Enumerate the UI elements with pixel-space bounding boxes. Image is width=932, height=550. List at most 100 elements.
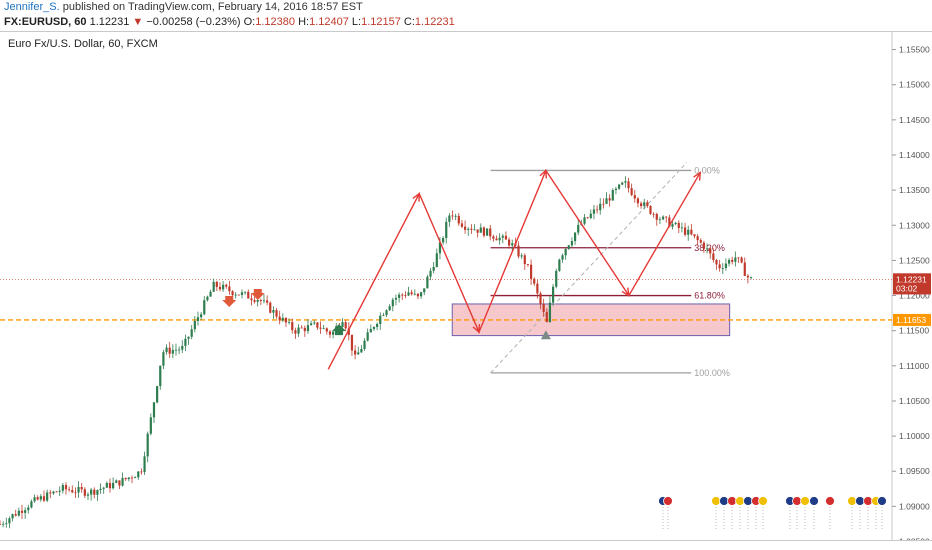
candle-body <box>294 330 297 334</box>
candle-body <box>152 402 156 418</box>
candle-body <box>438 242 442 254</box>
event-flag-icon <box>877 496 887 506</box>
candle-body <box>369 328 372 333</box>
y-tick-label: 1.12500 <box>899 255 930 265</box>
candle-body <box>382 315 385 316</box>
candle-body <box>680 227 684 229</box>
y-tick-label: 1.13500 <box>899 185 930 195</box>
candle-body <box>288 322 291 323</box>
candle-body <box>55 491 58 493</box>
candle-body <box>228 286 231 292</box>
candle-body <box>354 350 357 355</box>
candle-body <box>39 496 42 500</box>
candle-body <box>482 227 486 236</box>
candle-body <box>690 229 693 235</box>
candle-body <box>83 489 86 496</box>
candle-body <box>413 293 416 295</box>
candle-body <box>275 310 278 317</box>
candle-body <box>5 523 8 525</box>
fib-level-label: 100.00% <box>694 368 730 378</box>
candle-body <box>90 489 93 495</box>
candle-body <box>617 184 621 189</box>
candle-body <box>504 235 508 240</box>
candle-body <box>740 257 743 263</box>
candle-body <box>237 294 240 296</box>
candle-body <box>174 349 178 351</box>
candle-body <box>460 223 464 227</box>
candle-body <box>627 181 630 189</box>
harmonic-pattern-lines <box>327 168 701 370</box>
candle-body <box>545 312 548 323</box>
candle-body <box>184 338 187 346</box>
candle-body <box>156 386 159 403</box>
candle-body <box>187 336 190 339</box>
y-tick-label: 1.13000 <box>899 220 930 230</box>
candle-body <box>234 294 237 296</box>
candle-body <box>639 203 643 207</box>
candle-body <box>655 214 658 220</box>
candle-body <box>533 278 536 284</box>
candle-body <box>746 275 750 278</box>
candle-body <box>614 188 618 190</box>
candle-body <box>215 281 218 287</box>
candle-body <box>401 294 404 296</box>
candle-body <box>171 349 174 354</box>
candle-body <box>344 322 347 329</box>
candle-body <box>105 483 108 488</box>
candle-body <box>605 198 608 204</box>
candle-body <box>310 323 313 326</box>
bar-countdown-label: 03:02 <box>896 283 918 293</box>
candle-body <box>99 488 102 491</box>
candle-body <box>526 264 530 265</box>
candle-body <box>624 181 627 183</box>
candle-body <box>473 229 476 231</box>
support-price-label-bg <box>893 313 931 326</box>
candle-body <box>410 292 413 295</box>
candle-body <box>567 245 570 249</box>
y-tick-label: 1.11500 <box>899 326 929 336</box>
candle-body <box>658 219 662 221</box>
candle-body <box>118 480 121 486</box>
candle-body <box>0 523 2 525</box>
candle-body <box>325 328 328 332</box>
pattern-arrowhead <box>539 168 548 179</box>
candle-body <box>583 217 586 224</box>
candle-body <box>303 327 306 332</box>
candle-body <box>636 198 640 204</box>
candle-body <box>313 322 316 324</box>
event-flag-icon <box>825 496 835 506</box>
economic-events <box>658 496 887 529</box>
candle-body <box>36 497 39 500</box>
candle-body <box>17 510 20 516</box>
candle-body <box>86 494 90 496</box>
candle-body <box>127 477 130 480</box>
candle-body <box>46 492 49 501</box>
close-value: 1.12231 <box>414 16 455 28</box>
candle-body <box>432 266 435 271</box>
pattern-arrowhead <box>693 171 702 181</box>
author-link[interactable]: Jennifer_S. <box>4 1 60 13</box>
symbol-label: FX:EURUSD, 60 <box>4 16 87 28</box>
candle-body <box>665 216 668 218</box>
price-chart[interactable]: 1.15500 1.15000 1.14500 1.14000 1.13500 1.130… <box>0 32 932 540</box>
candle-body <box>652 213 655 215</box>
y-tick-label: 1.11000 <box>899 361 929 371</box>
buy-signal-arrow-icon <box>331 324 346 336</box>
candle-body <box>200 314 203 318</box>
candle-body <box>724 263 728 269</box>
candle-body <box>218 286 222 290</box>
candle-body <box>93 489 96 495</box>
candle-body <box>376 323 379 328</box>
candle-body <box>225 284 228 287</box>
candle-body <box>731 259 734 262</box>
candle-body <box>718 264 721 269</box>
candle-body <box>643 202 646 207</box>
candle-body <box>564 248 567 256</box>
candle-body <box>485 228 489 236</box>
high-label: H: <box>298 16 310 28</box>
last-price: 1.12231 <box>89 16 130 28</box>
y-tick-label: 1.15500 <box>899 45 930 55</box>
y-tick-label: 1.14000 <box>899 150 930 160</box>
candle-body <box>178 349 181 351</box>
candle-body <box>130 477 134 479</box>
